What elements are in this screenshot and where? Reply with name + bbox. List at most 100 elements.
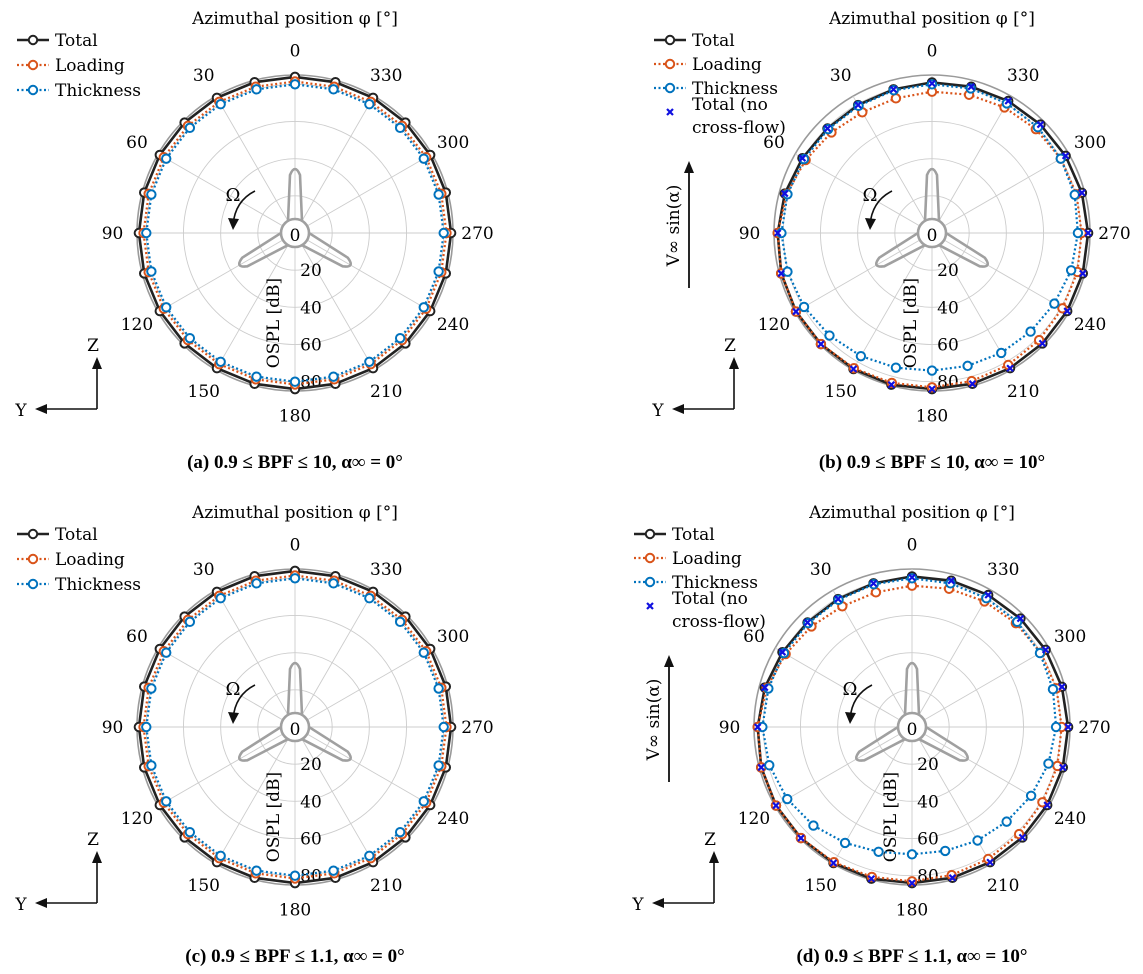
data-point: [887, 380, 896, 389]
grid-spoke: [931, 232, 1012, 371]
azimuth-axis-title: Azimuthal position φ [°]: [808, 503, 1015, 523]
data-point: [418, 153, 429, 164]
data-point: [664, 34, 676, 46]
legend-label: Loading: [55, 56, 125, 76]
data-point: [908, 879, 916, 887]
data-point: [251, 578, 262, 589]
data-point: [184, 122, 196, 134]
radial-tick-label: 20: [300, 755, 322, 775]
grid-spoke: [215, 589, 296, 728]
data-point: [1084, 229, 1092, 237]
azimuth-axis-title: Azimuthal position φ [°]: [191, 9, 398, 29]
data-point: [27, 528, 39, 540]
grid-spoke: [157, 726, 296, 807]
rotor-blade-icon: [238, 661, 352, 762]
data-point: [1050, 721, 1062, 733]
arrow-head-icon: [865, 218, 876, 230]
y-axis-label: Y: [14, 401, 27, 421]
z-axis-label: Z: [724, 336, 736, 356]
legend-label: Loading: [55, 550, 125, 570]
data-point: [644, 552, 656, 564]
angle-tick-label: 270: [1078, 718, 1110, 738]
angle-tick-label: 330: [370, 66, 402, 86]
data-point: [1058, 683, 1066, 691]
data-point: [1025, 326, 1036, 337]
data-point: [939, 845, 951, 857]
data-point: [215, 99, 226, 110]
data-point: [972, 835, 983, 846]
radial-tick-label: 60: [300, 336, 322, 356]
data-point: [760, 683, 769, 692]
data-point: [889, 85, 898, 94]
angle-tick-label: 300: [1074, 133, 1106, 153]
azimuth-axis-title: Azimuthal position φ [°]: [191, 503, 398, 523]
arrow-head-icon: [729, 357, 739, 369]
angle-tick-label: 150: [825, 382, 857, 402]
angle-tick-label: 300: [437, 627, 469, 647]
data-point: [364, 593, 375, 604]
data-point: [27, 578, 39, 590]
grid-spoke: [294, 232, 375, 371]
radial-tick-label: 60: [917, 830, 939, 850]
y-axis-label: Y: [651, 401, 664, 421]
radial-tick-label: 0: [907, 720, 918, 740]
angle-tick-label: 180: [279, 900, 311, 920]
panel-caption: (d) 0.9 ≤ BPF ≤ 1.1, α∞ = 10°: [796, 946, 1027, 967]
data-point: [289, 573, 301, 584]
data-point: [1061, 152, 1070, 160]
legend-label: Total: [55, 31, 98, 51]
legend-label: Thickness: [55, 81, 141, 101]
data-point: [644, 576, 656, 588]
grid-spoke: [157, 232, 296, 313]
data-point: [646, 602, 654, 610]
angle-tick-label: 300: [437, 133, 469, 153]
legend-label: Thickness: [672, 573, 758, 593]
series-thickness: [141, 79, 449, 387]
data-point: [890, 362, 902, 373]
angle-tick-label: 60: [743, 627, 765, 647]
radial-tick-label: 60: [937, 336, 959, 356]
data-point: [1004, 97, 1012, 105]
data-point: [1055, 153, 1066, 164]
angle-tick-label: 270: [461, 718, 493, 738]
data-point: [289, 376, 301, 387]
data-point: [1016, 614, 1025, 623]
data-point: [1034, 647, 1046, 659]
data-point: [418, 796, 429, 807]
data-point: [184, 616, 196, 628]
data-point: [1041, 646, 1050, 654]
grid-spoke: [852, 95, 933, 234]
y-axis-label: Y: [631, 895, 644, 915]
polar-panel-b: Ω030609012015018021024027030033002040608…: [651, 9, 1130, 473]
angle-tick-label: 150: [188, 876, 220, 896]
y-axis-label: Y: [14, 895, 27, 915]
data-point: [438, 721, 449, 733]
data-point: [664, 58, 676, 70]
cross-flow-label: V∞ sin(α): [644, 679, 664, 762]
data-point: [666, 108, 674, 116]
data-point: [986, 858, 994, 866]
data-point: [394, 122, 406, 134]
radial-axis-label: OSPL [dB]: [264, 772, 284, 862]
grid-spoke: [294, 232, 433, 313]
polar-panel-a: Ω030609012015018021024027030033002040608…: [14, 9, 493, 473]
omega-label: Ω: [226, 679, 241, 700]
data-point: [146, 760, 157, 771]
data-point: [394, 826, 406, 838]
grid-spoke: [294, 726, 433, 807]
grid-spoke: [794, 232, 933, 313]
data-point: [251, 371, 262, 382]
angle-tick-label: 0: [907, 536, 918, 556]
series-total-no-cross-flow: [773, 79, 1092, 393]
data-point: [947, 576, 955, 585]
data-point: [1001, 816, 1012, 827]
radial-axis-label: OSPL [dB]: [881, 772, 901, 862]
angle-tick-label: 210: [370, 876, 402, 896]
grid-spoke: [215, 726, 296, 865]
data-point: [926, 382, 938, 393]
legend-label: Loading: [672, 549, 742, 569]
data-point: [928, 385, 936, 393]
angle-tick-label: 240: [437, 315, 469, 335]
data-point: [161, 153, 172, 164]
